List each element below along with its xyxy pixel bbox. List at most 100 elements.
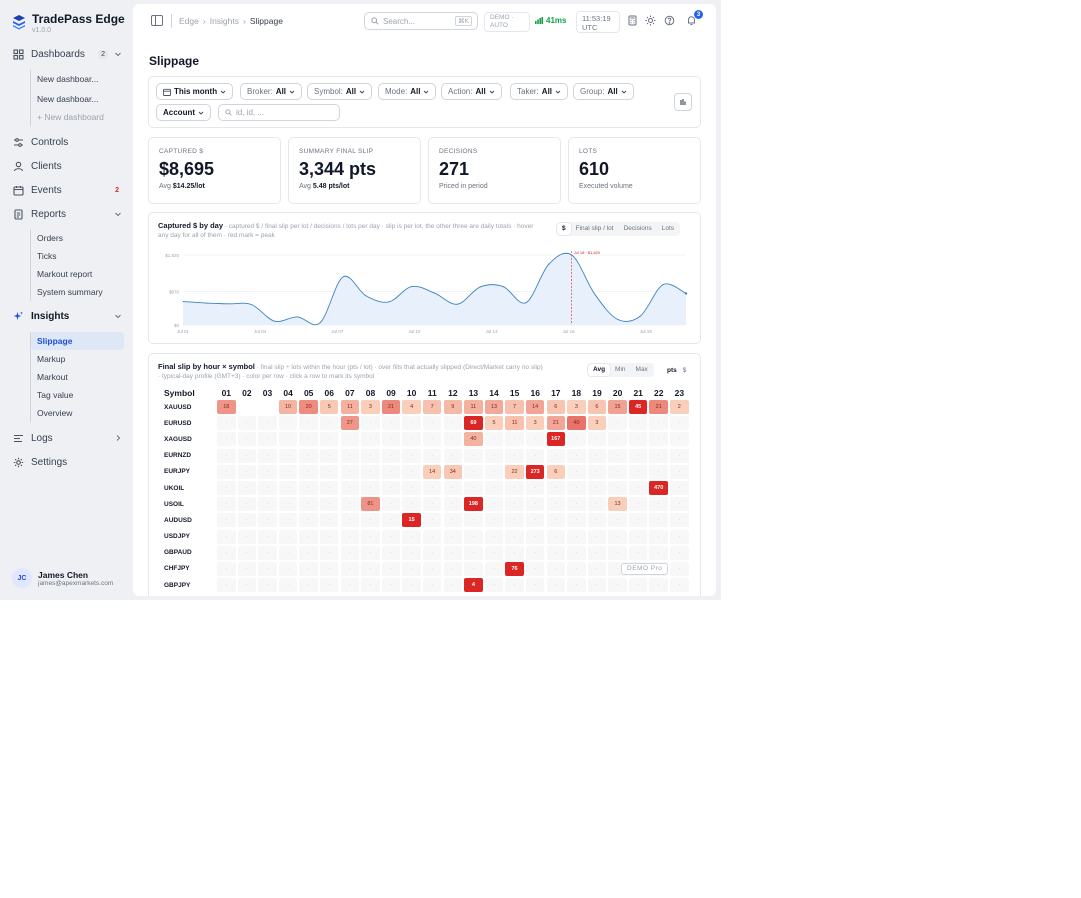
table-row[interactable]: EURNZD · · · · · · · · · · · · · · · · · · · · · · ·	[158, 448, 690, 464]
heatmap-value[interactable]: ·	[258, 545, 277, 560]
heatmap-value[interactable]: ·	[361, 432, 380, 447]
heatmap-value[interactable]: ·	[628, 513, 648, 528]
heatmap-value[interactable]: 40	[567, 416, 586, 431]
heatmap-value[interactable]: ·	[587, 432, 607, 447]
heatmap-value[interactable]: ·	[381, 578, 401, 593]
heatmap-value[interactable]: 40	[464, 432, 483, 447]
heatmap-value[interactable]: ·	[278, 432, 298, 447]
heatmap-value[interactable]: 76	[505, 561, 524, 576]
heatmap-value[interactable]: ·	[217, 561, 236, 576]
heatmap-value[interactable]: ·	[340, 529, 360, 544]
heatmap-value[interactable]: ·	[237, 513, 257, 528]
heatmap-value[interactable]: ·	[670, 545, 689, 560]
heatmap-value[interactable]: ·	[258, 497, 277, 512]
heatmap-value[interactable]: ·	[402, 481, 421, 496]
heatmap-value[interactable]: ·	[628, 545, 648, 560]
heatmap-value[interactable]: ·	[628, 529, 648, 544]
heatmap-value[interactable]: ·	[258, 448, 277, 463]
heatmap-value[interactable]: ·	[361, 481, 380, 496]
heatmap-value[interactable]: ·	[278, 578, 298, 593]
heatmap-value[interactable]: ·	[217, 464, 236, 479]
account-select[interactable]: Account	[156, 104, 211, 121]
heatmap-value[interactable]: ·	[505, 432, 524, 447]
heatmap-value[interactable]: ·	[484, 529, 504, 544]
calculator-icon[interactable]	[627, 15, 638, 26]
heatmap-value[interactable]: ·	[258, 561, 277, 576]
heatmap-value[interactable]: ·	[361, 416, 380, 431]
heatmap-value[interactable]: ·	[361, 448, 380, 463]
heatmap-value[interactable]: ·	[299, 513, 318, 528]
heatmap-value[interactable]: ·	[567, 464, 586, 479]
heatmap-value[interactable]: ·	[464, 464, 483, 479]
heatmap-value[interactable]: ·	[670, 578, 689, 593]
heatmap-value[interactable]: ·	[443, 513, 463, 528]
heatmap-value[interactable]: ·	[567, 497, 586, 512]
heatmap-value[interactable]: ·	[608, 416, 627, 431]
heatmap-value[interactable]: ·	[237, 432, 257, 447]
heatmap-value[interactable]: ·	[608, 545, 627, 560]
table-row[interactable]: XAGUSD · · · · · · · · · · · · 40 · · · 167 · · · · · ·	[158, 431, 690, 447]
heatmap-value[interactable]: ·	[525, 529, 545, 544]
heatmap-value[interactable]: ·	[546, 513, 565, 528]
mode-indicator[interactable]: DEMO · AUTO	[484, 12, 530, 32]
heatmap-value[interactable]: ·	[278, 416, 298, 431]
heatmap-value[interactable]: ·	[546, 448, 565, 463]
heatmap-value[interactable]: ·	[525, 561, 545, 576]
heatmap-value[interactable]: ·	[484, 513, 504, 528]
heatmap-value[interactable]: 5	[484, 416, 504, 431]
heatmap-value[interactable]: 18	[217, 400, 236, 415]
chart-toggle-button[interactable]	[674, 93, 692, 111]
heatmap-value[interactable]: ·	[464, 561, 483, 576]
heatmap-value[interactable]: ·	[505, 497, 524, 512]
heatmap-value[interactable]: 13	[608, 497, 627, 512]
heatmap-value[interactable]: ·	[546, 529, 565, 544]
sidebar-item-dashboards[interactable]: Dashboards 2	[6, 42, 128, 66]
heatmap-value[interactable]: ·	[299, 561, 318, 576]
heatmap-value[interactable]: ·	[319, 432, 339, 447]
heatmap-value[interactable]: 21	[381, 400, 401, 415]
heatmap-value[interactable]: ·	[278, 561, 298, 576]
heatmap-value[interactable]: 10	[278, 400, 298, 415]
heatmap-value[interactable]: ·	[340, 432, 360, 447]
heatmap-value[interactable]: 470	[649, 481, 668, 496]
heatmap-value[interactable]: ·	[649, 416, 668, 431]
heatmap-value[interactable]: ·	[422, 513, 442, 528]
heatmap-value[interactable]: 27	[340, 416, 360, 431]
heatmap-value[interactable]: ·	[649, 464, 668, 479]
heatmap-value[interactable]: ·	[649, 513, 668, 528]
breadcrumb-insights[interactable]: Insights	[209, 16, 239, 26]
sidebar-subitem-ticks[interactable]: Ticks	[37, 251, 57, 261]
heatmap-value[interactable]: ·	[319, 545, 339, 560]
heatmap-value[interactable]: ·	[443, 448, 463, 463]
heatmap-value[interactable]: ·	[525, 481, 545, 496]
heatmap-value[interactable]: ·	[217, 578, 236, 593]
heatmap-value[interactable]: ·	[381, 464, 401, 479]
heatmap-value[interactable]: ·	[443, 561, 463, 576]
heatmap-value[interactable]: ·	[299, 497, 318, 512]
sidebar-subitem-dashboard-2[interactable]: New dashboar...	[37, 94, 99, 104]
heatmap-value[interactable]: ·	[464, 529, 483, 544]
heatmap-value[interactable]: ·	[381, 529, 401, 544]
heatmap-value[interactable]: ·	[381, 481, 401, 496]
heatmap-value[interactable]: ·	[217, 497, 236, 512]
heatmap-value[interactable]: ·	[381, 448, 401, 463]
table-row[interactable]: USOIL · · · · · · · 81 · · · · 198 · · · · · · 13 · · ·	[158, 496, 690, 512]
heatmap-value[interactable]: ·	[237, 416, 257, 431]
heatmap-value[interactable]: ·	[340, 448, 360, 463]
heatmap-value[interactable]: ·	[237, 464, 257, 479]
heatmap-value[interactable]: ·	[587, 578, 607, 593]
heatmap-value[interactable]: ·	[587, 448, 607, 463]
sidebar-subitem-dashboard-1[interactable]: New dashboar...	[37, 74, 99, 84]
heatmap-value[interactable]: ·	[546, 578, 565, 593]
heatmap-value[interactable]: ·	[608, 529, 627, 544]
tab-max[interactable]: Max	[635, 366, 648, 373]
heatmap-value[interactable]: ·	[278, 448, 298, 463]
heatmap-value[interactable]: 15	[608, 400, 627, 415]
heatmap-value[interactable]: ·	[608, 464, 627, 479]
heatmap-value[interactable]: 15	[402, 513, 421, 528]
heatmap-value[interactable]: ·	[237, 448, 257, 463]
heatmap-value[interactable]: ·	[546, 497, 565, 512]
heatmap-value[interactable]: ·	[649, 529, 668, 544]
heatmap-value[interactable]: ·	[505, 448, 524, 463]
heatmap-value[interactable]: 69	[464, 416, 483, 431]
